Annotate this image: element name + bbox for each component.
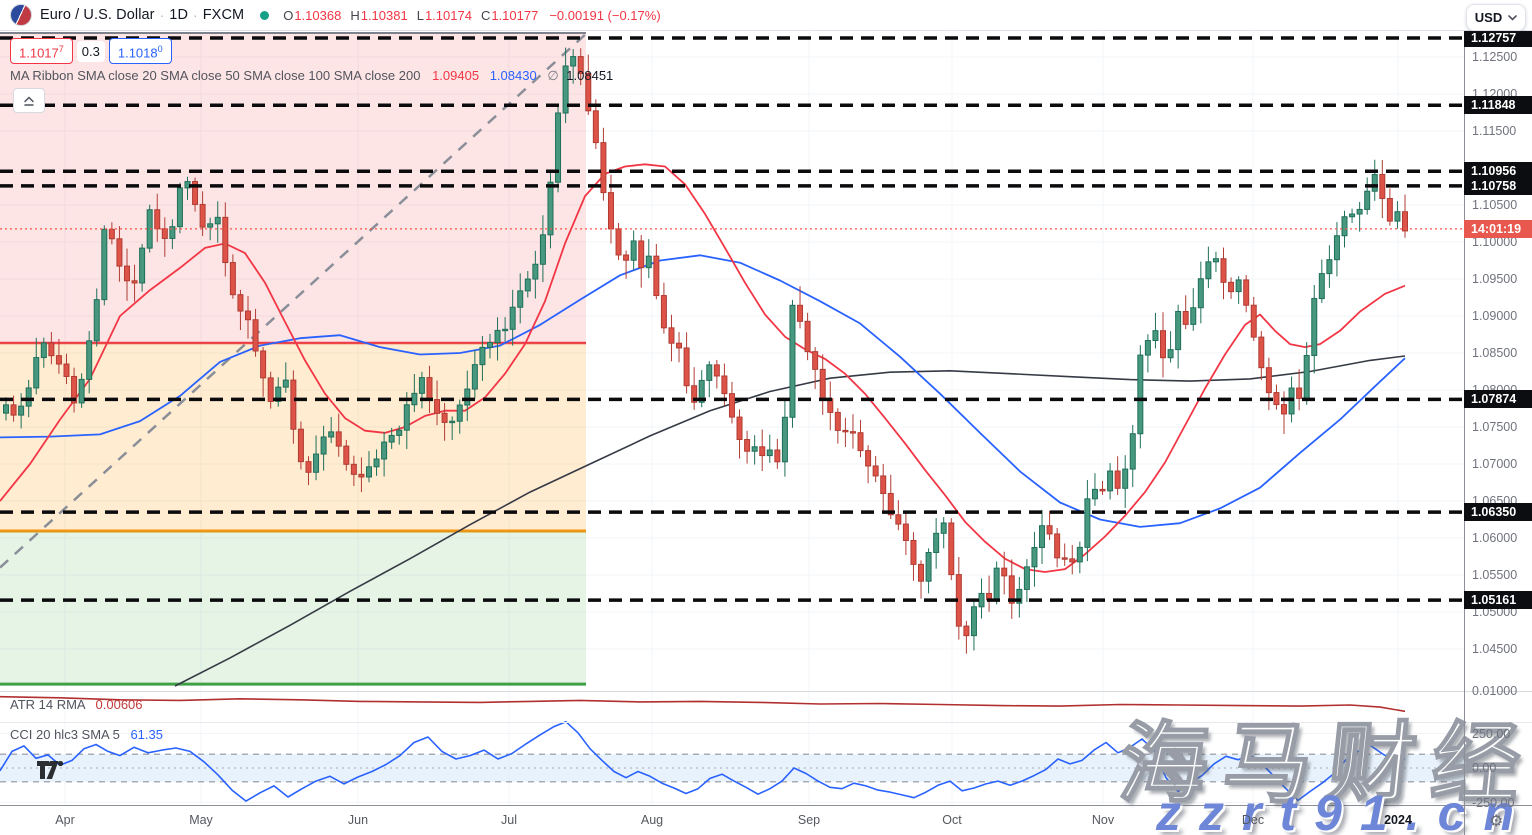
high-value: 1.10381: [360, 7, 408, 23]
currency-label: USD: [1474, 10, 1503, 25]
low-value: 1.10174: [424, 7, 472, 23]
bid-price-button[interactable]: 1.10177: [10, 38, 73, 65]
price-tick-label: 1.12500: [1472, 50, 1518, 64]
price-tick-label: 1.07000: [1472, 457, 1518, 471]
settings-gear-icon[interactable]: ⚙: [1489, 813, 1504, 830]
price-tick-label: 1.09000: [1472, 309, 1518, 323]
time-axis-label: Oct: [942, 813, 962, 827]
low-label: L: [416, 7, 424, 23]
time-axis-label: Jul: [501, 813, 517, 827]
ma-ribbon-legend[interactable]: MA Ribbon SMA close 20 SMA close 50 SMA …: [10, 68, 613, 84]
time-axis-label: Nov: [1091, 813, 1115, 827]
close-value: 1.10177: [491, 7, 539, 23]
price-chart-svg[interactable]: [0, 30, 1464, 805]
price-tick-label: 1.05500: [1472, 568, 1518, 582]
time-axis[interactable]: ⚙ Apr May Jun Jul Aug Sep Oct Nov Dec 2024: [0, 806, 1532, 835]
price-tick-label: 1.09500: [1472, 272, 1518, 286]
ask-price-button[interactable]: 1.10180: [108, 38, 172, 65]
time-axis-label: Sep: [797, 813, 821, 827]
pane-separator[interactable]: [0, 691, 1532, 692]
time-axis-label: Apr: [55, 813, 75, 827]
high-label: H: [350, 7, 360, 23]
price-tick-label: 1.07500: [1472, 420, 1518, 434]
time-axis-border: [0, 805, 1532, 806]
title-separator: ·: [159, 7, 165, 23]
cci-value: 61.35: [130, 727, 163, 742]
price-tick-label: 1.04500: [1472, 642, 1518, 656]
countdown-badge: 14:01:19: [1464, 219, 1532, 238]
watermark-url: zzrt91.cn: [1156, 785, 1532, 835]
price-level-badge: 1.05161: [1464, 591, 1532, 610]
average-symbol: ∅: [547, 68, 559, 83]
market-status-dot[interactable]: [260, 10, 270, 20]
chevron-down-icon: [1508, 14, 1518, 21]
ma-ribbon-title: MA Ribbon SMA close 20 SMA close 50 SMA …: [10, 68, 421, 83]
caret-up-icon: [24, 95, 34, 106]
cci-tick-label: 0.00: [1472, 761, 1497, 775]
spread-value: 0.3: [76, 40, 105, 62]
time-axis-label: Aug: [640, 813, 664, 827]
time-axis-label: 2024: [1384, 813, 1412, 827]
currency-selector-button[interactable]: USD: [1466, 4, 1526, 31]
change-value: −0.00191 (−0.17%): [549, 7, 661, 23]
collapse-pane-button[interactable]: [13, 88, 45, 113]
atr-legend[interactable]: ATR 14 RMA 0.00606: [10, 697, 143, 712]
price-axis[interactable]: 1.12500 1.12000 1.11500 1.10500 1.10000 1.095…: [1464, 28, 1532, 810]
price-tick-label: 1.10500: [1472, 198, 1518, 212]
price-level-badge: 1.07874: [1464, 390, 1532, 409]
atr-tick-label: 0.01000: [1472, 684, 1518, 698]
quote-widget: 1.10177 0.3 1.10180: [10, 38, 172, 65]
price-level-badge: 1.11848: [1464, 96, 1532, 115]
ask-sup-digit: 0: [157, 44, 163, 54]
atr-value: 0.00606: [95, 697, 143, 712]
exchange-label[interactable]: FXCM: [202, 7, 245, 23]
price-tick-label: 1.06000: [1472, 531, 1518, 545]
close-label: C: [480, 7, 491, 23]
cci-legend[interactable]: CCI 20 hlc3 SMA 5 61.35: [10, 727, 163, 742]
price-level-badge: 1.06350: [1464, 503, 1532, 522]
eurusd-pair-icon[interactable]: [10, 4, 32, 26]
ohlc-readout: O1.10368 H1.10381 L1.10174 C1.10177 −0.0…: [283, 8, 660, 23]
price-level-badge: 1.10956: [1464, 162, 1532, 181]
cci-tick-label: -250.00: [1472, 795, 1515, 810]
chart-canvas[interactable]: [0, 30, 1464, 805]
title-separator: ·: [193, 7, 198, 23]
price-tick-label: 1.10000: [1472, 235, 1518, 249]
cci-title: CCI 20 hlc3 SMA 5: [10, 727, 120, 742]
chart-toolbar: Euro / U.S. Dollar · 1D · FXCM O1.10368 …: [0, 0, 1532, 31]
open-value: 1.10368: [294, 7, 342, 23]
price-tick-label: 1.11500: [1472, 124, 1517, 138]
price-level-badge: 1.10758: [1464, 176, 1532, 195]
cci-tick-label: 250.00: [1472, 726, 1511, 741]
pane-separator[interactable]: [0, 722, 1532, 723]
time-axis-label: Dec: [1241, 813, 1265, 827]
tradingview-logo[interactable]: [36, 760, 64, 785]
time-axis-label: Jun: [347, 813, 369, 827]
interval-button[interactable]: 1D: [169, 7, 189, 23]
sma20-value: 1.09405: [432, 68, 480, 83]
symbol-title[interactable]: Euro / U.S. Dollar: [40, 7, 155, 23]
open-label: O: [283, 7, 294, 23]
price-axis-border: [1464, 30, 1465, 835]
sma50-value: 1.08430: [489, 68, 537, 83]
bid-sup-digit: 7: [58, 44, 64, 54]
atr-title: ATR 14 RMA: [10, 697, 85, 712]
price-tick-label: 1.08500: [1472, 346, 1518, 360]
ma-average-value: 1.08451: [566, 68, 614, 83]
price-level-badge: 1.12757: [1464, 28, 1532, 47]
time-axis-label: May: [189, 813, 213, 827]
